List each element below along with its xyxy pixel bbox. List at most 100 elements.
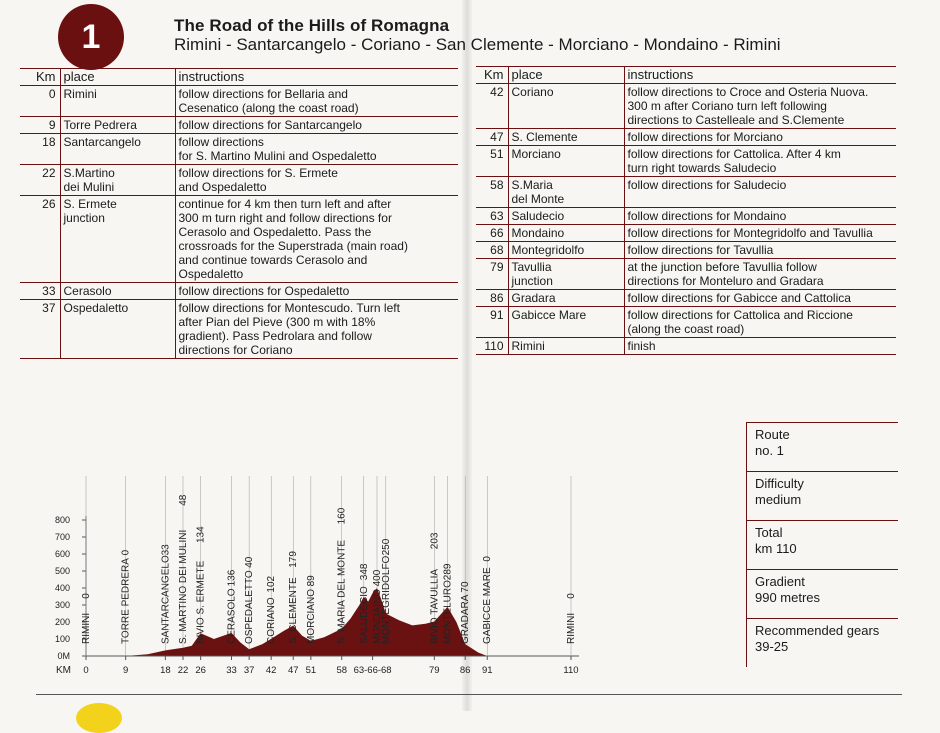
row-instructions: follow directions for S. Martino Mulini … bbox=[175, 133, 458, 165]
altitude-label: 70 bbox=[460, 581, 471, 593]
place-label: RIMINI bbox=[81, 613, 92, 644]
altitude-label: 33 bbox=[160, 544, 171, 556]
row-place: Gradara bbox=[508, 289, 625, 307]
x-tick-label: 42 bbox=[266, 665, 277, 676]
table-row: 42 Coriano follow directions to Croce and … bbox=[476, 83, 896, 129]
y-tick-label: 100 bbox=[55, 634, 70, 644]
row-place: Rimini bbox=[60, 85, 176, 117]
x-tick-label: 33 bbox=[226, 665, 237, 676]
row-instructions: follow directions for Morciano bbox=[624, 128, 896, 146]
row-km: 26 bbox=[20, 195, 61, 283]
x-tick-label: 79 bbox=[429, 665, 440, 676]
altitude-label: 136 bbox=[227, 569, 238, 586]
info-value: medium bbox=[755, 492, 802, 507]
table-row: 47 S. Clemente follow directions for Morci… bbox=[476, 128, 896, 146]
info-gradient: Gradient 990 metres bbox=[746, 569, 898, 618]
place-label: BIVIO S. ERMETE bbox=[196, 560, 207, 644]
x-tick-label: 86 bbox=[460, 665, 471, 676]
y-tick-label: 300 bbox=[55, 600, 70, 610]
km-header: Km bbox=[476, 66, 509, 84]
row-km: 51 bbox=[476, 145, 509, 177]
altitude-label: 400 bbox=[372, 569, 383, 586]
altitude-label: 0 bbox=[121, 549, 132, 555]
table-row: 66 Mondaino follow directions for Montegri… bbox=[476, 224, 896, 242]
table-row: 86 Gradara follow directions for Gabicce a… bbox=[476, 289, 896, 307]
info-value: no. 1 bbox=[755, 443, 784, 458]
info-value: 39-25 bbox=[755, 639, 789, 654]
x-tick-label: 63-66-68 bbox=[354, 665, 392, 676]
altitude-label: 0 bbox=[566, 593, 577, 599]
instructions-header: instructions bbox=[175, 68, 458, 86]
x-tick-label: 9 bbox=[123, 665, 128, 676]
row-instructions: follow directions for Mondaino bbox=[624, 207, 896, 225]
row-km: 0 bbox=[20, 85, 61, 117]
table-row: 79 Tavullia junction at the junction befor… bbox=[476, 258, 896, 290]
row-km: 22 bbox=[20, 164, 61, 196]
x-axis-label: KM bbox=[56, 665, 71, 676]
row-km: 37 bbox=[20, 299, 61, 359]
x-tick-label: 91 bbox=[482, 665, 493, 676]
place-label: GRADARA bbox=[460, 594, 471, 644]
row-km: 86 bbox=[476, 289, 509, 307]
y-tick-label: 500 bbox=[55, 566, 70, 576]
place-label: S. CLEMENTE bbox=[288, 577, 299, 644]
route-info-panel: Route no. 1 Difficulty medium Total km 1… bbox=[746, 422, 898, 667]
info-label: Difficulty bbox=[755, 476, 804, 491]
altitude-label: 348 bbox=[359, 563, 370, 580]
y-tick-label: 800 bbox=[55, 515, 70, 525]
table-row: 51 Morciano follow directions for Cattolic… bbox=[476, 145, 896, 177]
y-tick-label: 700 bbox=[55, 532, 70, 542]
row-instructions: follow directions for S. Ermete and Ospe… bbox=[175, 164, 458, 196]
info-difficulty: Difficulty medium bbox=[746, 471, 898, 520]
row-km: 68 bbox=[476, 241, 509, 259]
itinerary-table-right: Km place instructions 42 Coriano follow di… bbox=[476, 66, 896, 355]
row-instructions: follow directions for Cattolica. After 4… bbox=[624, 145, 896, 177]
altitude-label: 203 bbox=[429, 532, 440, 549]
instructions-header: instructions bbox=[624, 66, 896, 84]
row-instructions: follow directions for Gabicce and Cattol… bbox=[624, 289, 896, 307]
table-row: 110 Rimini finish bbox=[476, 337, 896, 355]
place-label: BIVIO TAVULLIA bbox=[429, 569, 440, 644]
x-tick-label: 22 bbox=[178, 665, 189, 676]
info-value: km 110 bbox=[755, 541, 797, 556]
place-label: GABICCE MARE bbox=[482, 567, 493, 644]
row-place: S. Ermete junction bbox=[60, 195, 176, 283]
bottom-rule bbox=[36, 694, 902, 695]
table-row: 58 S.Maria del Monte follow directions for… bbox=[476, 176, 896, 208]
table-row: 37 Ospedaletto follow directions for Monte… bbox=[20, 299, 458, 359]
altitude-label: 134 bbox=[196, 526, 207, 543]
x-tick-label: 0 bbox=[83, 665, 88, 676]
yellow-marker bbox=[76, 703, 122, 733]
place-label: MONTELURO bbox=[443, 580, 454, 644]
table-row: 0 Rimini follow directions for Bellaria an… bbox=[20, 85, 458, 117]
table-row: 18 Santarcangelo follow directions for S. … bbox=[20, 133, 458, 165]
row-place: Gabicce Mare bbox=[508, 306, 625, 338]
row-instructions: follow directions for Santarcangelo bbox=[175, 116, 458, 134]
row-km: 42 bbox=[476, 83, 509, 129]
place-label: CERASOLO bbox=[227, 588, 238, 644]
row-place: Mondaino bbox=[508, 224, 625, 242]
row-km: 9 bbox=[20, 116, 61, 134]
altitude-label: 48 bbox=[178, 494, 189, 506]
place-label: TORRE PEDRERA bbox=[121, 558, 132, 644]
altitude-label: 160 bbox=[337, 507, 348, 524]
row-instructions: follow directions for Montegridolfo and … bbox=[624, 224, 896, 242]
place-label: SALUDECIO bbox=[359, 586, 370, 644]
place-label: OSPEDALETTO bbox=[244, 570, 255, 644]
row-instructions: continue for 4 km then turn left and aft… bbox=[175, 195, 458, 283]
altitude-label: 179 bbox=[288, 551, 299, 568]
page-gutter bbox=[462, 0, 472, 711]
table-row: 22 S.Martino dei Mulini follow directions … bbox=[20, 164, 458, 196]
place-header: place bbox=[60, 68, 176, 86]
info-value: 990 metres bbox=[755, 590, 821, 605]
row-instructions: follow directions for Saludecio bbox=[624, 176, 896, 208]
row-km: 66 bbox=[476, 224, 509, 242]
itinerary-table-left: Km place instructions 0 Rimini follow dire… bbox=[20, 68, 458, 359]
row-instructions: follow directions for Bellaria and Cesen… bbox=[175, 85, 458, 117]
place-label: CORIANO bbox=[266, 597, 277, 644]
row-km: 58 bbox=[476, 176, 509, 208]
row-instructions: finish bbox=[624, 337, 896, 355]
y-tick-label: 0M bbox=[57, 651, 70, 661]
altitude-label: 250 bbox=[381, 538, 392, 555]
place-label: S. MARTINO DEI MULINI bbox=[178, 530, 189, 644]
